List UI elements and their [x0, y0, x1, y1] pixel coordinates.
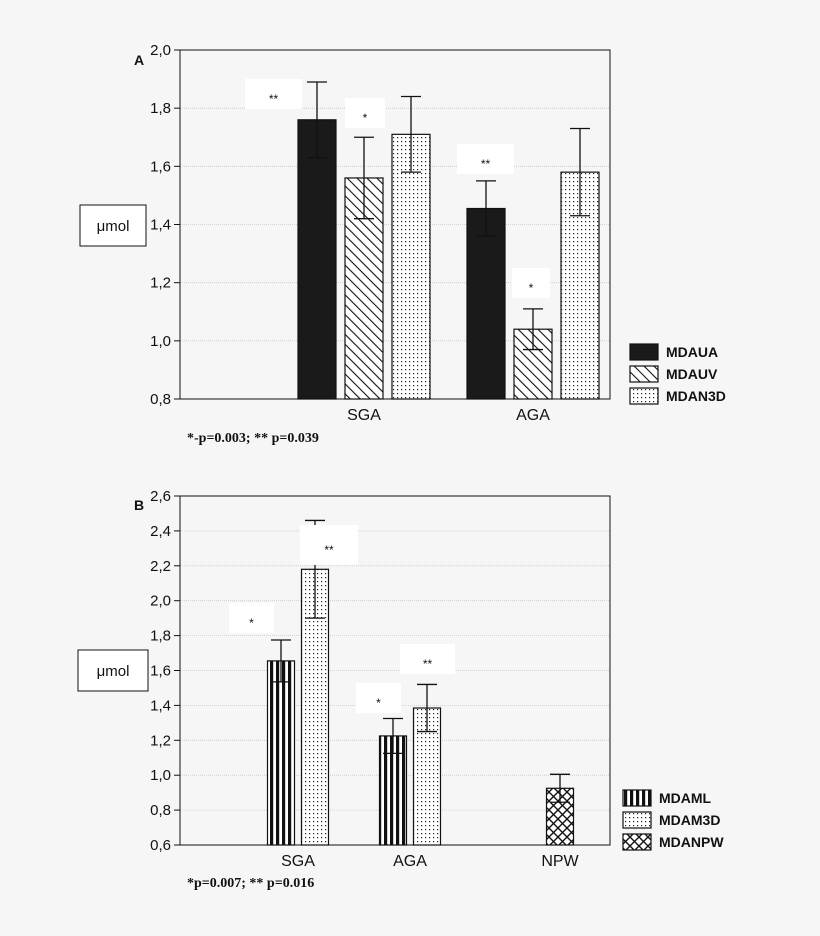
legend-label-mdaua: MDAUA [666, 344, 718, 360]
y-tick-label: 0,6 [150, 837, 171, 854]
y-tick-label: 1,8 [150, 100, 171, 117]
legend-swatch-mdauv [629, 365, 659, 383]
significance-label: * [363, 111, 368, 125]
bar-mdauv-aga [513, 328, 553, 400]
significance-label: ** [324, 543, 334, 557]
y-tick-label: 0,8 [150, 391, 171, 408]
y-ticks: 0,8 1,0 1,2 1,4 1,6 1,8 2,0 SGA AGA [150, 42, 550, 424]
y-tick-label: 2,6 [150, 488, 171, 505]
legend-swatch-mdam3d [622, 811, 652, 829]
significance-box [356, 683, 401, 713]
legend-swatch-mdanpw [622, 833, 652, 851]
significance-box [457, 144, 514, 174]
legend-swatch-mdaua [629, 343, 659, 361]
y-axis-label-box [79, 204, 147, 247]
bar-mdan3d-sga [391, 133, 431, 400]
significance-box [229, 603, 274, 633]
significance-label: ** [269, 92, 279, 106]
x-category-label: AGA [516, 407, 550, 424]
y-axis-label-box [77, 649, 149, 692]
significance-box [345, 98, 385, 128]
panel-b: B μmol ****** 0,60,81,01,21,41,61,82,02,… [77, 488, 724, 891]
legend-label-mdam3d: MDAM3D [659, 812, 720, 828]
x-category-label: SGA [347, 407, 381, 424]
y-tick-label: 1,6 [150, 663, 171, 680]
y-tick-label: 2,2 [150, 558, 171, 575]
legend-swatch-mdan3d [629, 387, 659, 405]
y-tick-label: 2,0 [150, 42, 171, 59]
significance-label: ** [423, 657, 433, 671]
y-tick-label: 1,6 [150, 158, 171, 175]
x-category-label: NPW [541, 853, 579, 870]
y-tick-label: 1,4 [150, 217, 171, 234]
y-tick-label: 1,0 [150, 767, 171, 784]
bar-mdaua-aga [466, 207, 506, 400]
significance-label: * [376, 696, 381, 710]
legend-label-mdan3d: MDAN3D [666, 388, 726, 404]
legend: MDAML MDAM3D MDANPW [622, 789, 724, 851]
y-tick-label: 1,8 [150, 628, 171, 645]
y-tick-label: 2,0 [150, 593, 171, 610]
footnote: *p=0.007; ** p=0.016 [187, 876, 314, 891]
x-category-label: AGA [393, 853, 427, 870]
significance-box [300, 525, 358, 565]
legend-swatch-mdaml [622, 789, 652, 807]
significance-label: * [249, 616, 254, 630]
significance-label: * [529, 281, 534, 295]
legend-label-mdauv: MDAUV [666, 366, 718, 382]
bars: ****** [229, 519, 575, 846]
legend-label-mdanpw: MDANPW [659, 834, 724, 850]
bar-mdaua-sga [297, 119, 337, 400]
footnote: *-p=0.003; ** p=0.039 [187, 431, 319, 446]
significance-label: ** [481, 157, 491, 171]
y-tick-label: 1,2 [150, 732, 171, 749]
legend-label-mdaml: MDAML [659, 790, 712, 806]
significance-box [400, 644, 455, 674]
y-tick-label: 1,2 [150, 275, 171, 292]
y-axis-label: μmol [97, 218, 130, 235]
y-axis-label: μmol [97, 663, 130, 680]
panel-label: B [134, 497, 144, 513]
bar-mdaml-sga [266, 660, 296, 846]
x-category-label: SGA [281, 853, 315, 870]
legend: MDAUA MDAUV MDAN3D [629, 343, 726, 405]
y-tick-label: 1,0 [150, 333, 171, 350]
bars: ****** [245, 79, 600, 400]
y-tick-label: 2,4 [150, 523, 171, 540]
panel-label: A [134, 52, 144, 68]
y-tick-label: 0,8 [150, 802, 171, 819]
y-ticks: 0,6 0,8 1,0 1,2 1,4 1,6 1,8 2,0 2,2 2,4 2,6 SGA AGA N… [150, 488, 579, 870]
significance-box [512, 268, 550, 298]
significance-box [245, 79, 302, 109]
y-tick-label: 1,4 [150, 697, 171, 714]
